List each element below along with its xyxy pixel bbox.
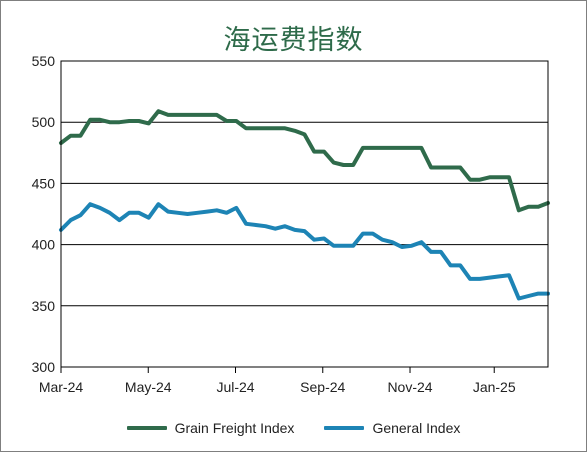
- plot-border: [60, 60, 549, 368]
- legend-swatch-grain: [126, 426, 167, 430]
- x-tick-label-3: Sep-24: [300, 379, 345, 395]
- legend-swatch-general: [324, 426, 365, 430]
- x-tick-label-0: Mar-24: [39, 379, 84, 395]
- series-line-1: [59, 202, 550, 301]
- y-tick-label-500: 500: [32, 114, 56, 130]
- legend-item-general: General Index: [324, 420, 460, 436]
- chart-title: 海运费指数: [223, 25, 364, 56]
- x-tick-label-2: Jul-24: [216, 379, 254, 395]
- legend-label-grain: Grain Freight Index: [174, 420, 295, 436]
- legend-item-grain: Grain Freight Index: [126, 420, 295, 436]
- x-tick-label-1: May-24: [125, 379, 172, 395]
- series-line-0: [59, 109, 550, 213]
- chart-legend: Grain Freight Index General Index: [0, 416, 587, 440]
- y-tick-label-550: 550: [32, 53, 56, 69]
- y-tick-label-300: 300: [32, 359, 56, 375]
- y-tick-label-350: 350: [32, 298, 56, 314]
- y-tick-label-400: 400: [32, 237, 56, 253]
- x-tick-label-5: Jan-25: [473, 379, 516, 395]
- y-tick-label-450: 450: [32, 175, 56, 191]
- x-tick-label-4: Nov-24: [387, 379, 432, 395]
- legend-label-general: General Index: [372, 420, 461, 436]
